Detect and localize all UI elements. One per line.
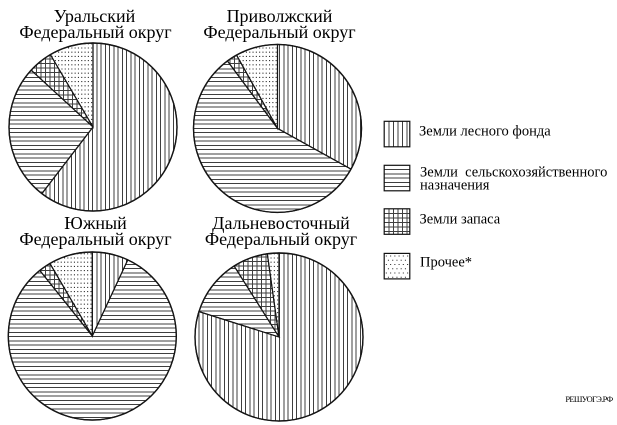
svg-text:Дальневосточный: Дальневосточный <box>212 213 350 233</box>
svg-text:Приволжский: Приволжский <box>227 6 333 26</box>
svg-text:Земли сельскохозяйственного: Земли сельскохозяйственного <box>420 164 607 180</box>
svg-text:РЕШУОГЭ.РФ: РЕШУОГЭ.РФ <box>565 394 613 404</box>
svg-text:Федеральный округ: Федеральный округ <box>19 22 171 42</box>
svg-text:Земли лесного фонда: Земли лесного фонда <box>419 124 551 140</box>
svg-text:назначения: назначения <box>420 178 490 194</box>
svg-text:Прочее*: Прочее* <box>420 254 472 270</box>
svg-text:Федеральный округ: Федеральный округ <box>205 229 357 249</box>
svg-text:Земли запаса: Земли запаса <box>420 212 501 228</box>
svg-text:Федеральный округ: Федеральный округ <box>203 22 355 42</box>
svg-text:Федеральный округ: Федеральный округ <box>19 229 171 249</box>
svg-text:Уральский: Уральский <box>54 6 136 26</box>
svg-text:Южный: Южный <box>64 213 127 233</box>
